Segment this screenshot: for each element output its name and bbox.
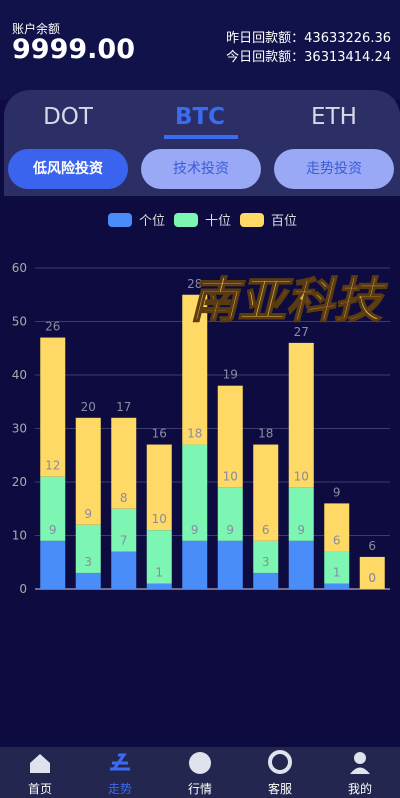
bar-segment <box>40 540 66 589</box>
data-label: 28 <box>187 277 202 291</box>
bar-segment <box>40 337 66 477</box>
y-tick-label: 40 <box>12 368 27 382</box>
data-label: 9 <box>226 523 234 537</box>
nav-item[interactable]: 我的 <box>347 782 372 796</box>
bar-segment <box>111 417 137 509</box>
data-label: 10 <box>223 469 238 483</box>
bar-segment <box>182 540 208 589</box>
tab[interactable]: DOT <box>43 104 93 130</box>
data-label: 9 <box>297 523 305 537</box>
y-tick-label: 20 <box>12 475 27 489</box>
bar-segment <box>217 487 243 541</box>
data-label: 1 <box>333 566 341 580</box>
data-label: 6 <box>262 523 270 537</box>
user-icon-body <box>350 767 370 774</box>
bar-segment <box>75 524 101 573</box>
data-label: 3 <box>84 555 92 569</box>
legend-label: 十位 <box>205 214 231 229</box>
bar-segment <box>75 417 101 525</box>
data-label: 10 <box>152 512 167 526</box>
logo: 南亚科技 <box>190 273 388 329</box>
trend-icon <box>110 753 130 771</box>
legend-swatch <box>240 213 264 227</box>
service-icon <box>268 750 292 774</box>
data-label: 0 <box>368 571 376 585</box>
bar-segment <box>217 385 243 488</box>
bar-segment <box>75 572 101 589</box>
legend-label: 个位 <box>139 214 165 229</box>
data-label: 9 <box>333 485 341 499</box>
home-icon <box>30 754 50 773</box>
y-tick-label: 10 <box>12 529 27 543</box>
data-label: 3 <box>262 555 270 569</box>
data-label: 6 <box>333 534 341 548</box>
data-label: 0 <box>368 571 376 585</box>
balance: 9999.00 <box>12 34 135 65</box>
bar-segment <box>40 476 66 541</box>
data-label: 19 <box>223 368 238 382</box>
bar-segment <box>324 503 350 552</box>
data-label: 18 <box>187 427 202 441</box>
bar-segment <box>182 294 208 445</box>
data-label: 9 <box>49 523 57 537</box>
y-tick-label: 50 <box>12 315 27 329</box>
data-label: 12 <box>45 459 60 473</box>
bar-segment <box>288 342 314 488</box>
data-label: 10 <box>294 469 309 483</box>
tab-underline <box>164 135 238 139</box>
bar-segment <box>253 572 279 589</box>
tab-active[interactable]: BTC <box>174 104 226 130</box>
data-label: 9 <box>191 523 199 537</box>
bar-segment <box>324 551 350 584</box>
header <box>0 0 400 100</box>
bar-segment <box>146 444 172 531</box>
legend-label: 百位 <box>271 214 297 229</box>
bar-segment <box>288 540 314 589</box>
legend-swatch <box>108 213 132 227</box>
bar-segment <box>111 508 137 552</box>
nav-item[interactable]: 首页 <box>27 782 52 796</box>
nav-item-active[interactable]: 走势 <box>107 782 132 796</box>
data-label: 9 <box>84 507 92 521</box>
data-label: 18 <box>258 427 273 441</box>
bar-segment <box>253 444 279 541</box>
today-amount: 今日回款额：36313414.24 <box>226 50 391 65</box>
bar-segment <box>288 487 314 541</box>
button[interactable]: 技术投资 <box>141 149 261 189</box>
bar-segment <box>146 583 172 589</box>
bar-segment <box>359 556 385 589</box>
user-icon <box>354 752 366 764</box>
data-label: 17 <box>116 400 131 414</box>
y-tick-label: 60 <box>12 261 27 275</box>
legend-swatch <box>174 213 198 227</box>
nav-item[interactable]: 客服 <box>267 782 292 796</box>
market-icon <box>189 752 211 774</box>
y-tick-label: 0 <box>19 582 27 596</box>
bar-segment <box>182 444 208 541</box>
data-label: 20 <box>81 400 96 414</box>
data-label: 26 <box>45 320 60 334</box>
data-label: 16 <box>152 427 167 441</box>
button-active[interactable]: 低风险投资 <box>8 149 128 189</box>
bar-segment <box>111 551 137 589</box>
bar-segment <box>253 540 279 573</box>
nav-icons <box>30 750 370 774</box>
bar-segment <box>146 530 172 584</box>
data-label: 6 <box>368 539 376 553</box>
y-tick-label: 30 <box>12 422 27 436</box>
data-label: 7 <box>120 534 128 548</box>
data-label: 8 <box>120 491 128 505</box>
button[interactable]: 走势投资 <box>274 149 394 189</box>
nav-item[interactable]: 行情 <box>187 782 212 796</box>
bar-segment <box>324 583 350 589</box>
data-label: 1 <box>155 566 163 580</box>
bar-segment <box>217 540 243 589</box>
balance-label: 账户余额 <box>12 22 61 36</box>
bottom-nav <box>0 747 400 798</box>
yesterday-amount: 昨日回款额：43633226.36 <box>226 31 391 46</box>
tab[interactable]: ETH <box>311 104 357 130</box>
data-label: 27 <box>294 325 309 339</box>
